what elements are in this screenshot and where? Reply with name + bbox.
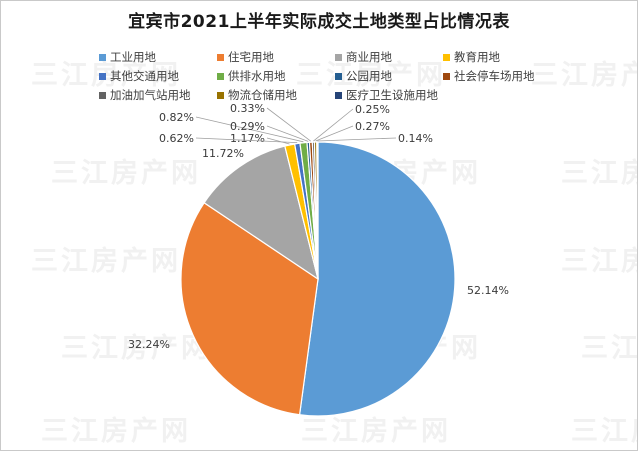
leader-line (315, 125, 354, 142)
data-label: 0.62% (159, 132, 194, 145)
legend-swatch (99, 53, 106, 61)
data-label: 32.24% (128, 338, 170, 351)
watermark-text: 三江房产网 (581, 333, 638, 364)
leader-line (313, 108, 354, 142)
legend-label: 加油加气站用地 (110, 88, 191, 102)
watermark-text: 三江房产网 (296, 60, 446, 91)
watermark-text: 三江房产网 (41, 416, 191, 447)
legend-swatch (335, 72, 342, 80)
data-label: 0.14% (398, 132, 433, 145)
legend-item: 其他交通用地 (99, 68, 179, 84)
watermark-text: 三江房产网 (51, 158, 201, 189)
leader-line (195, 116, 304, 143)
data-label: 1.17% (230, 132, 265, 145)
watermark-text: 三江房产网 (61, 333, 211, 364)
legend-item: 住宅用地 (217, 49, 274, 65)
legend-label: 物流仓储用地 (228, 88, 297, 102)
legend-swatch (217, 53, 224, 61)
leader-line (266, 125, 309, 142)
data-label: 52.14% (467, 284, 509, 297)
legend-item: 公园用地 (335, 68, 392, 84)
legend-swatch (335, 53, 342, 61)
leader-line (195, 137, 298, 143)
legend-item: 教育用地 (443, 49, 500, 65)
pie-slice (298, 141, 456, 417)
legend-label: 其他交通用地 (110, 69, 179, 83)
data-label: 0.27% (355, 120, 390, 133)
watermark-text: 三江房产网 (561, 158, 637, 189)
data-label: 0.25% (355, 103, 390, 116)
legend-swatch (99, 91, 106, 99)
legend-item: 加油加气站用地 (99, 87, 191, 103)
data-label: 0.33% (230, 102, 265, 115)
watermark-text: 三江房产网 (31, 246, 181, 277)
data-label: 11.72% (202, 147, 244, 160)
pie-slice (203, 145, 319, 281)
legend-label: 公园用地 (346, 69, 392, 83)
data-label: 0.29% (230, 120, 265, 133)
leader-line (317, 137, 397, 142)
watermark-text: 三江房产网 (571, 416, 637, 447)
legend-item: 物流仓储用地 (217, 87, 297, 103)
legend-item: 工业用地 (99, 49, 156, 65)
legend-label: 住宅用地 (228, 50, 274, 64)
legend-label: 供排水用地 (228, 69, 286, 83)
legend-label: 社会停车场用地 (454, 69, 535, 83)
leader-line (266, 137, 290, 145)
leader-line (266, 107, 312, 142)
watermark-text: 三江房产网 (561, 246, 637, 277)
legend-label: 工业用地 (110, 50, 156, 64)
legend-swatch (99, 72, 106, 80)
legend-item: 社会停车场用地 (443, 68, 535, 84)
legend-item: 供排水用地 (217, 68, 286, 84)
watermark-text: 三江房产网 (531, 60, 637, 91)
legend-item: 商业用地 (335, 49, 392, 65)
watermark-text: 三江房产网 (301, 416, 451, 447)
pie-slice (180, 201, 319, 416)
legend-label: 教育用地 (454, 50, 500, 64)
legend-swatch (217, 72, 224, 80)
legend-swatch (335, 91, 342, 99)
legend-label: 医疗卫生设施用地 (346, 88, 438, 102)
legend-swatch (443, 72, 450, 80)
legend-label: 商业用地 (346, 50, 392, 64)
legend-item: 医疗卫生设施用地 (335, 87, 438, 103)
legend-swatch (217, 91, 224, 99)
pie-slice (316, 141, 319, 280)
data-label: 0.82% (159, 111, 194, 124)
chart-title: 宜宾市2021上半年实际成交土地类型占比情况表 (128, 12, 510, 32)
legend-swatch (443, 53, 450, 61)
